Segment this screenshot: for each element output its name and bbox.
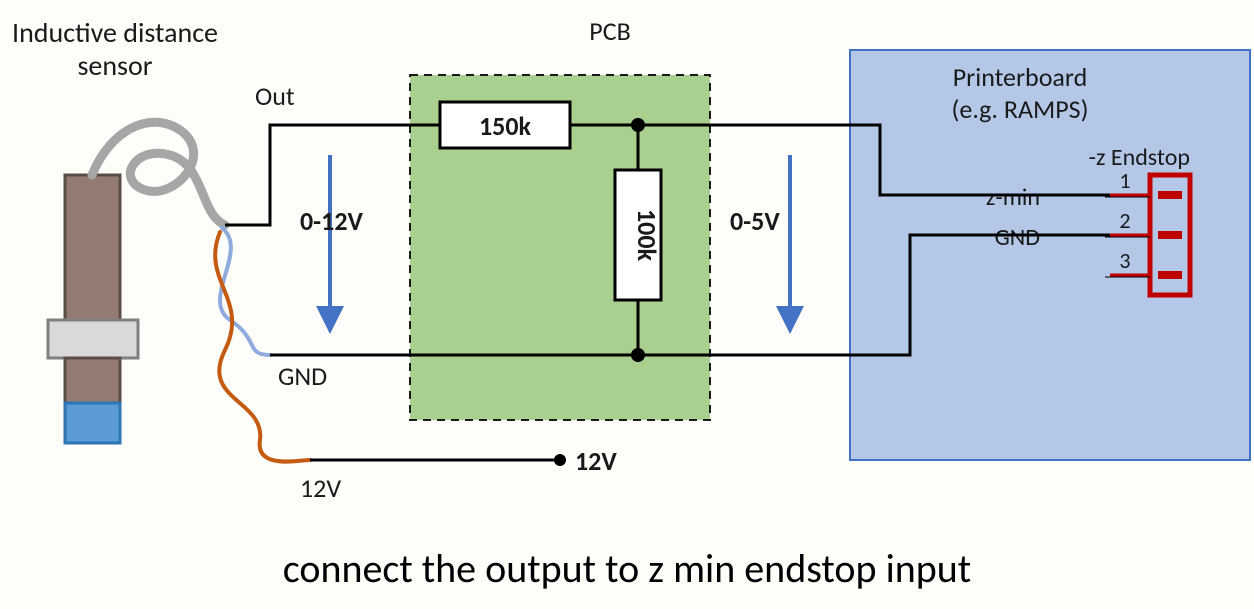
caption: connect the output to z min endstop inpu… <box>283 544 971 593</box>
inductive-sensor-icon <box>48 175 138 443</box>
pin-3-num: 3 <box>1119 247 1130 274</box>
pin-1-num: 1 <box>1119 167 1130 194</box>
gnd-cable <box>220 228 270 355</box>
supply-12v-label: 12V <box>575 445 617 477</box>
r1-value: 150k <box>479 110 532 142</box>
label-0-12v: 0-12V <box>300 205 363 237</box>
v12-cable-label: 12V <box>300 472 341 504</box>
sensor-title-line2: sensor <box>77 48 152 83</box>
printerboard-title-line1: Printerboard <box>953 61 1088 93</box>
out-label: Out <box>255 80 295 112</box>
endstop-label: -z Endstop <box>1089 143 1190 172</box>
printerboard-title-line2: (e.g. RAMPS) <box>952 93 1089 125</box>
pin-2-num: 2 <box>1119 207 1130 234</box>
gnd-cable-label: GND <box>278 360 327 392</box>
r2-value: 100k <box>631 209 663 262</box>
label-0-5v: 0-5V <box>730 205 780 237</box>
sensor-title-line1: Inductive distance <box>12 15 218 50</box>
pcb-label: PCB <box>589 15 630 47</box>
node-12v <box>554 454 566 466</box>
pin-1-label: z-min <box>986 183 1040 212</box>
pin-2-label: GND <box>995 223 1040 252</box>
circuit-diagram: Printerboard (e.g. RAMPS) -z Endstop 1 2… <box>0 0 1254 609</box>
